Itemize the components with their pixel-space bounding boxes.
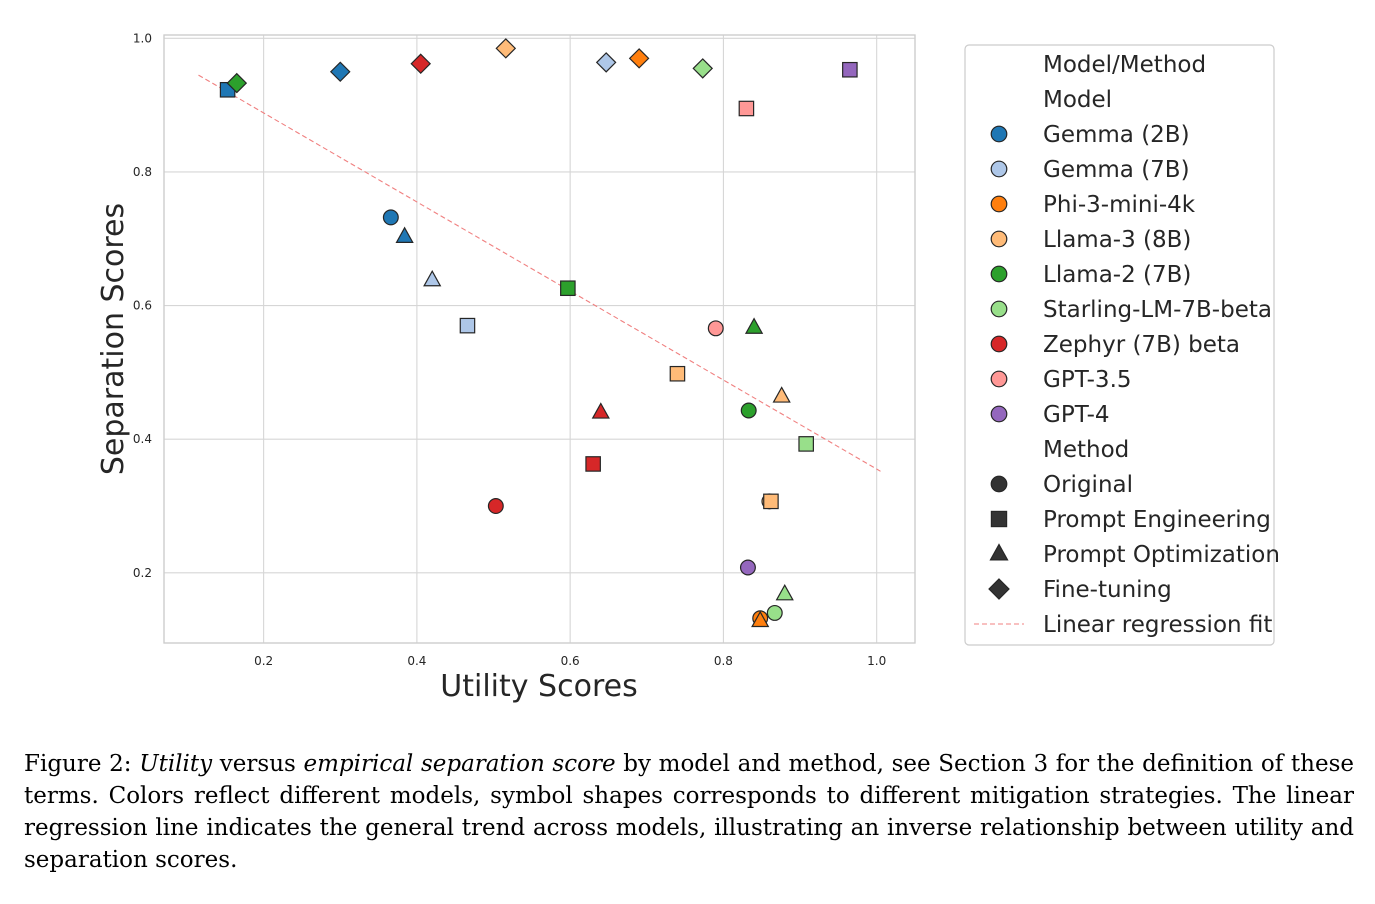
- x-tick-label: 0.4: [407, 654, 426, 668]
- legend: Model/Method Model Gemma (2B) Gemma (7B) Phi…: [964, 44, 1280, 646]
- point-llama-3-8b-prompt-engineering: [669, 365, 686, 382]
- legend-label-fine-tuning: Fine-tuning: [1043, 577, 1172, 603]
- point-gemma-2b-original: [382, 209, 399, 226]
- point-zephyr-7b-beta-prompt-optimization: [591, 402, 610, 419]
- tick-labels: 0.2 0.4 0.6 0.8 1.0 0.2 0.4 0.6 0.8 1.0: [133, 31, 886, 668]
- x-tick-label: 0.2: [254, 654, 273, 668]
- legend-marker-original: [990, 475, 1008, 493]
- legend-marker-gemma-7b: [990, 160, 1008, 178]
- point-llama-3-8b-prompt-engineering: [763, 493, 779, 510]
- legend-label-gpt-3-5: GPT-3.5: [1043, 367, 1132, 393]
- point-llama-2-7b-original: [740, 402, 757, 419]
- legend-marker-llama-2-7b: [990, 265, 1008, 283]
- legend-label-gpt-4: GPT-4: [1043, 402, 1110, 428]
- point-llama-2-7b-fine-tuning: [226, 72, 248, 94]
- legend-marker-prompt-optimization: [989, 543, 1009, 561]
- plot-area: [163, 34, 916, 644]
- x-axis-title: Utility Scores: [440, 669, 637, 704]
- regression-line: [198, 74, 881, 472]
- scatter-chart: 0.2 0.4 0.6 0.8 1.0 0.2 0.4 0.6 0.8 1.0 Utility S…: [96, 31, 1280, 704]
- point-phi-3-mini-4k-prompt-optimization: [751, 610, 770, 628]
- y-tick-label: 0.2: [133, 566, 152, 580]
- point-gemma-7b-prompt-engineering: [459, 317, 476, 334]
- point-llama-2-7b-prompt-optimization: [744, 317, 764, 334]
- point-zephyr-7b-beta-original: [487, 498, 504, 515]
- caption-prefix: Figure 2:: [24, 751, 140, 777]
- point-gpt-3-5-original: [707, 320, 724, 337]
- legend-marker-prompt-engineering: [990, 510, 1008, 528]
- point-starling-lm-7b-beta-prompt-engineering: [798, 436, 814, 452]
- point-zephyr-7b-beta-prompt-engineering: [585, 456, 601, 472]
- legend-marker-gemma-2b: [990, 125, 1008, 143]
- caption-rest: by model and method, see Section 3 for t…: [24, 751, 1354, 873]
- legend-label-original: Original: [1043, 472, 1133, 498]
- legend-label-gemma-2b: Gemma (2B): [1043, 122, 1190, 148]
- point-starling-lm-7b-beta-original: [766, 604, 783, 621]
- point-starling-lm-7b-beta-fine-tuning: [692, 58, 714, 79]
- regression-layer: [198, 74, 881, 472]
- legend-marker-phi-3-mini-4k: [990, 195, 1008, 213]
- y-tick-label: 0.6: [133, 299, 152, 313]
- legend-label-prompt-engineering: Prompt Engineering: [1043, 507, 1271, 533]
- legend-method-header: Method: [1043, 437, 1129, 463]
- legend-label-phi-3-mini-4k: Phi-3-mini-4k: [1043, 192, 1196, 218]
- point-starling-lm-7b-beta-prompt-optimization: [775, 583, 794, 601]
- y-tick-label: 0.4: [133, 432, 152, 446]
- legend-label-starling-lm-7b-beta: Starling-LM-7B-beta: [1043, 297, 1272, 323]
- legend-marker-fine-tuning: [988, 578, 1010, 600]
- y-tick-label: 1.0: [133, 31, 152, 45]
- legend-label-llama-3-8b: Llama-3 (8B): [1043, 227, 1191, 253]
- legend-marker-gpt-4: [990, 405, 1008, 423]
- legend-label-llama-2-7b: Llama-2 (7B): [1043, 262, 1191, 288]
- point-gpt-4-original: [739, 559, 756, 576]
- point-zephyr-7b-beta-fine-tuning: [410, 53, 432, 75]
- point-gpt-4-prompt-engineering: [842, 61, 858, 78]
- grid-lines: [164, 35, 915, 643]
- legend-model-header: Model: [1043, 87, 1112, 113]
- legend-label-regression: Linear regression fit: [1043, 612, 1272, 638]
- point-gemma-7b-prompt-optimization: [423, 269, 442, 287]
- data-points: [219, 38, 858, 628]
- point-llama-3-8b-prompt-optimization: [772, 386, 791, 403]
- caption-term-utility: Utility: [139, 751, 213, 777]
- caption-term-separation: empirical separation score: [303, 751, 616, 777]
- caption-mid: versus: [212, 751, 304, 777]
- plot-frame: [163, 34, 916, 644]
- point-gemma-7b-fine-tuning: [595, 52, 617, 73]
- legend-marker-llama-3-8b: [990, 230, 1008, 248]
- legend-label-zephyr-7b-beta: Zephyr (7B) beta: [1043, 332, 1240, 358]
- plot-border: [163, 34, 916, 644]
- y-axis-title: Separation Scores: [96, 203, 131, 475]
- x-tick-label: 0.6: [561, 654, 580, 668]
- point-gpt-3-5-prompt-engineering: [738, 100, 755, 117]
- legend-label-prompt-optimization: Prompt Optimization: [1043, 542, 1280, 568]
- figure-caption: Figure 2: Utility versus empirical separ…: [24, 748, 1354, 876]
- legend-frame: [964, 44, 1275, 646]
- legend-title: Model/Method: [1043, 52, 1206, 78]
- legend-items: Model/Method Model Gemma (2B) Gemma (7B) Phi…: [974, 52, 1280, 638]
- y-tick-label: 0.8: [133, 165, 152, 179]
- point-gemma-2b-prompt-optimization: [395, 226, 414, 243]
- legend-label-gemma-7b: Gemma (7B): [1043, 157, 1190, 183]
- x-tick-label: 1.0: [867, 654, 886, 668]
- legend-marker-starling-lm-7b-beta: [990, 300, 1008, 318]
- point-llama-3-8b-fine-tuning: [495, 38, 517, 59]
- point-gemma-2b-fine-tuning: [329, 61, 351, 83]
- point-llama-2-7b-prompt-engineering: [560, 280, 576, 297]
- legend-marker-gpt-3-5: [990, 370, 1008, 388]
- x-tick-label: 0.8: [714, 654, 733, 668]
- point-phi-3-mini-4k-fine-tuning: [628, 48, 650, 69]
- legend-marker-zephyr-7b-beta: [990, 335, 1008, 353]
